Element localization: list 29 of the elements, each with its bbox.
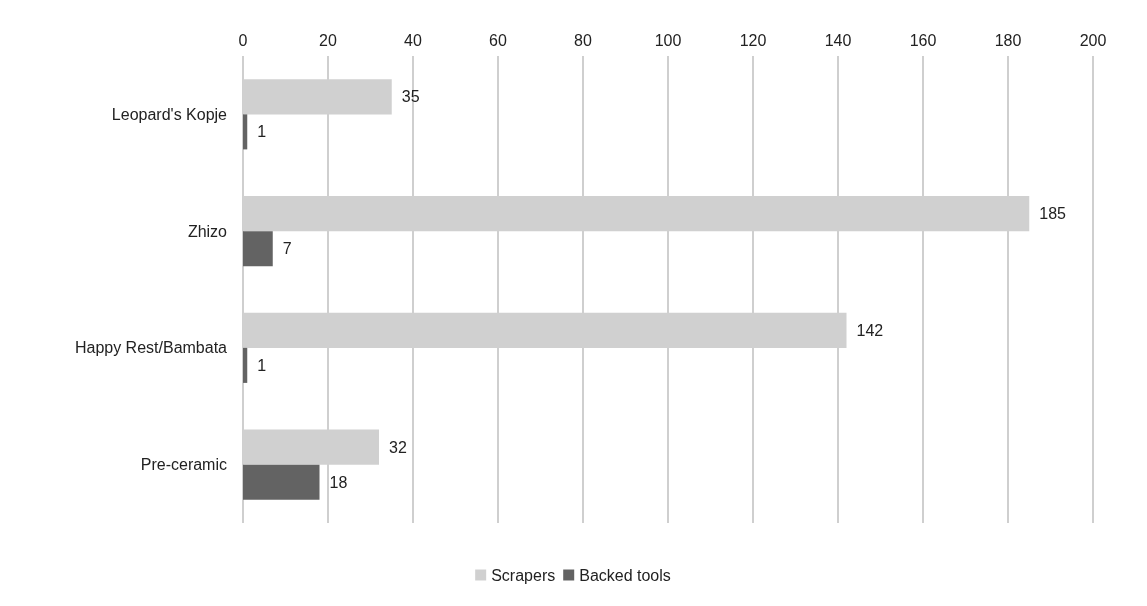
x-tick-label: 140 bbox=[824, 31, 852, 49]
y-tick-label: Leopard's Kopje bbox=[111, 105, 228, 123]
data-label: 7 bbox=[282, 240, 292, 258]
data-label: 185 bbox=[1039, 205, 1067, 223]
x-tick-label: 80 bbox=[574, 31, 592, 49]
bar bbox=[243, 347, 248, 383]
y-tick-label: Happy Rest/Bambata bbox=[74, 339, 228, 357]
data-label: 1 bbox=[257, 123, 267, 141]
data-label: 142 bbox=[856, 321, 884, 339]
x-tick-label: 180 bbox=[994, 31, 1022, 49]
x-tick-label: 60 bbox=[489, 31, 507, 49]
x-tick-label: 40 bbox=[404, 31, 422, 49]
x-tick-label: 0 bbox=[238, 31, 248, 49]
data-label: 32 bbox=[389, 438, 407, 456]
bar bbox=[243, 231, 273, 267]
bar bbox=[243, 114, 248, 150]
legend-label: Backed tools bbox=[579, 566, 671, 584]
y-tick-label: Pre-ceramic bbox=[140, 456, 227, 474]
y-tick-label: Zhizo bbox=[187, 222, 228, 240]
legend-label: Scrapers bbox=[491, 566, 556, 584]
x-tick-label: 200 bbox=[1079, 31, 1107, 49]
x-tick-label: 160 bbox=[909, 31, 937, 49]
data-label: 18 bbox=[329, 473, 348, 491]
x-tick-label: 100 bbox=[654, 31, 682, 49]
bar bbox=[243, 464, 320, 500]
x-tick-label: 20 bbox=[319, 31, 337, 49]
data-label: 35 bbox=[401, 88, 420, 106]
x-tick-label: 120 bbox=[739, 31, 767, 49]
data-label: 1 bbox=[257, 356, 267, 374]
